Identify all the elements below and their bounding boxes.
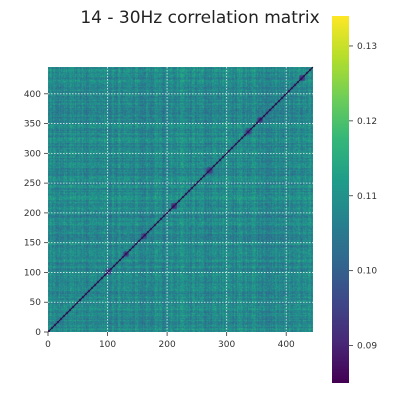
colorbar-tick-label: 0.13 <box>357 42 377 52</box>
colorbar-tick-label: 0.09 <box>357 342 377 352</box>
chart-title: 14 - 30Hz correlation matrix <box>80 8 319 28</box>
x-tick-label: 200 <box>159 340 176 350</box>
y-tick-label: 400 <box>24 90 41 100</box>
heatmap-gridlines <box>48 67 313 332</box>
y-tick-label: 150 <box>24 239 41 249</box>
diagonal-line <box>47 66 314 333</box>
colorbar-tick-label: 0.12 <box>357 117 377 127</box>
x-tick-label: 100 <box>99 340 116 350</box>
heatmap-plot-area <box>47 66 314 333</box>
x-tick-label: 0 <box>45 340 51 350</box>
y-tick-label: 250 <box>24 179 41 189</box>
x-tick-label: 400 <box>278 340 295 350</box>
x-axis: 0 100 200 300 400 <box>45 332 295 350</box>
y-tick-label: 100 <box>24 268 41 278</box>
colorbar-ticks: 0.09 0.10 0.11 0.12 0.13 <box>349 42 377 352</box>
y-tick-label: 200 <box>24 209 41 219</box>
y-axis: 0 50 100 150 200 250 300 350 400 <box>24 90 48 338</box>
colorbar-tick-label: 0.11 <box>357 192 377 202</box>
y-tick-label: 0 <box>35 328 41 338</box>
y-tick-label: 350 <box>24 120 41 130</box>
colorbar-tick-label: 0.10 <box>357 267 377 277</box>
y-tick-label: 50 <box>30 298 42 308</box>
colorbar: 0.09 0.10 0.11 0.12 0.13 <box>332 16 377 383</box>
colorbar-gradient <box>332 16 349 383</box>
x-tick-label: 300 <box>218 340 235 350</box>
y-tick-label: 300 <box>24 149 41 159</box>
